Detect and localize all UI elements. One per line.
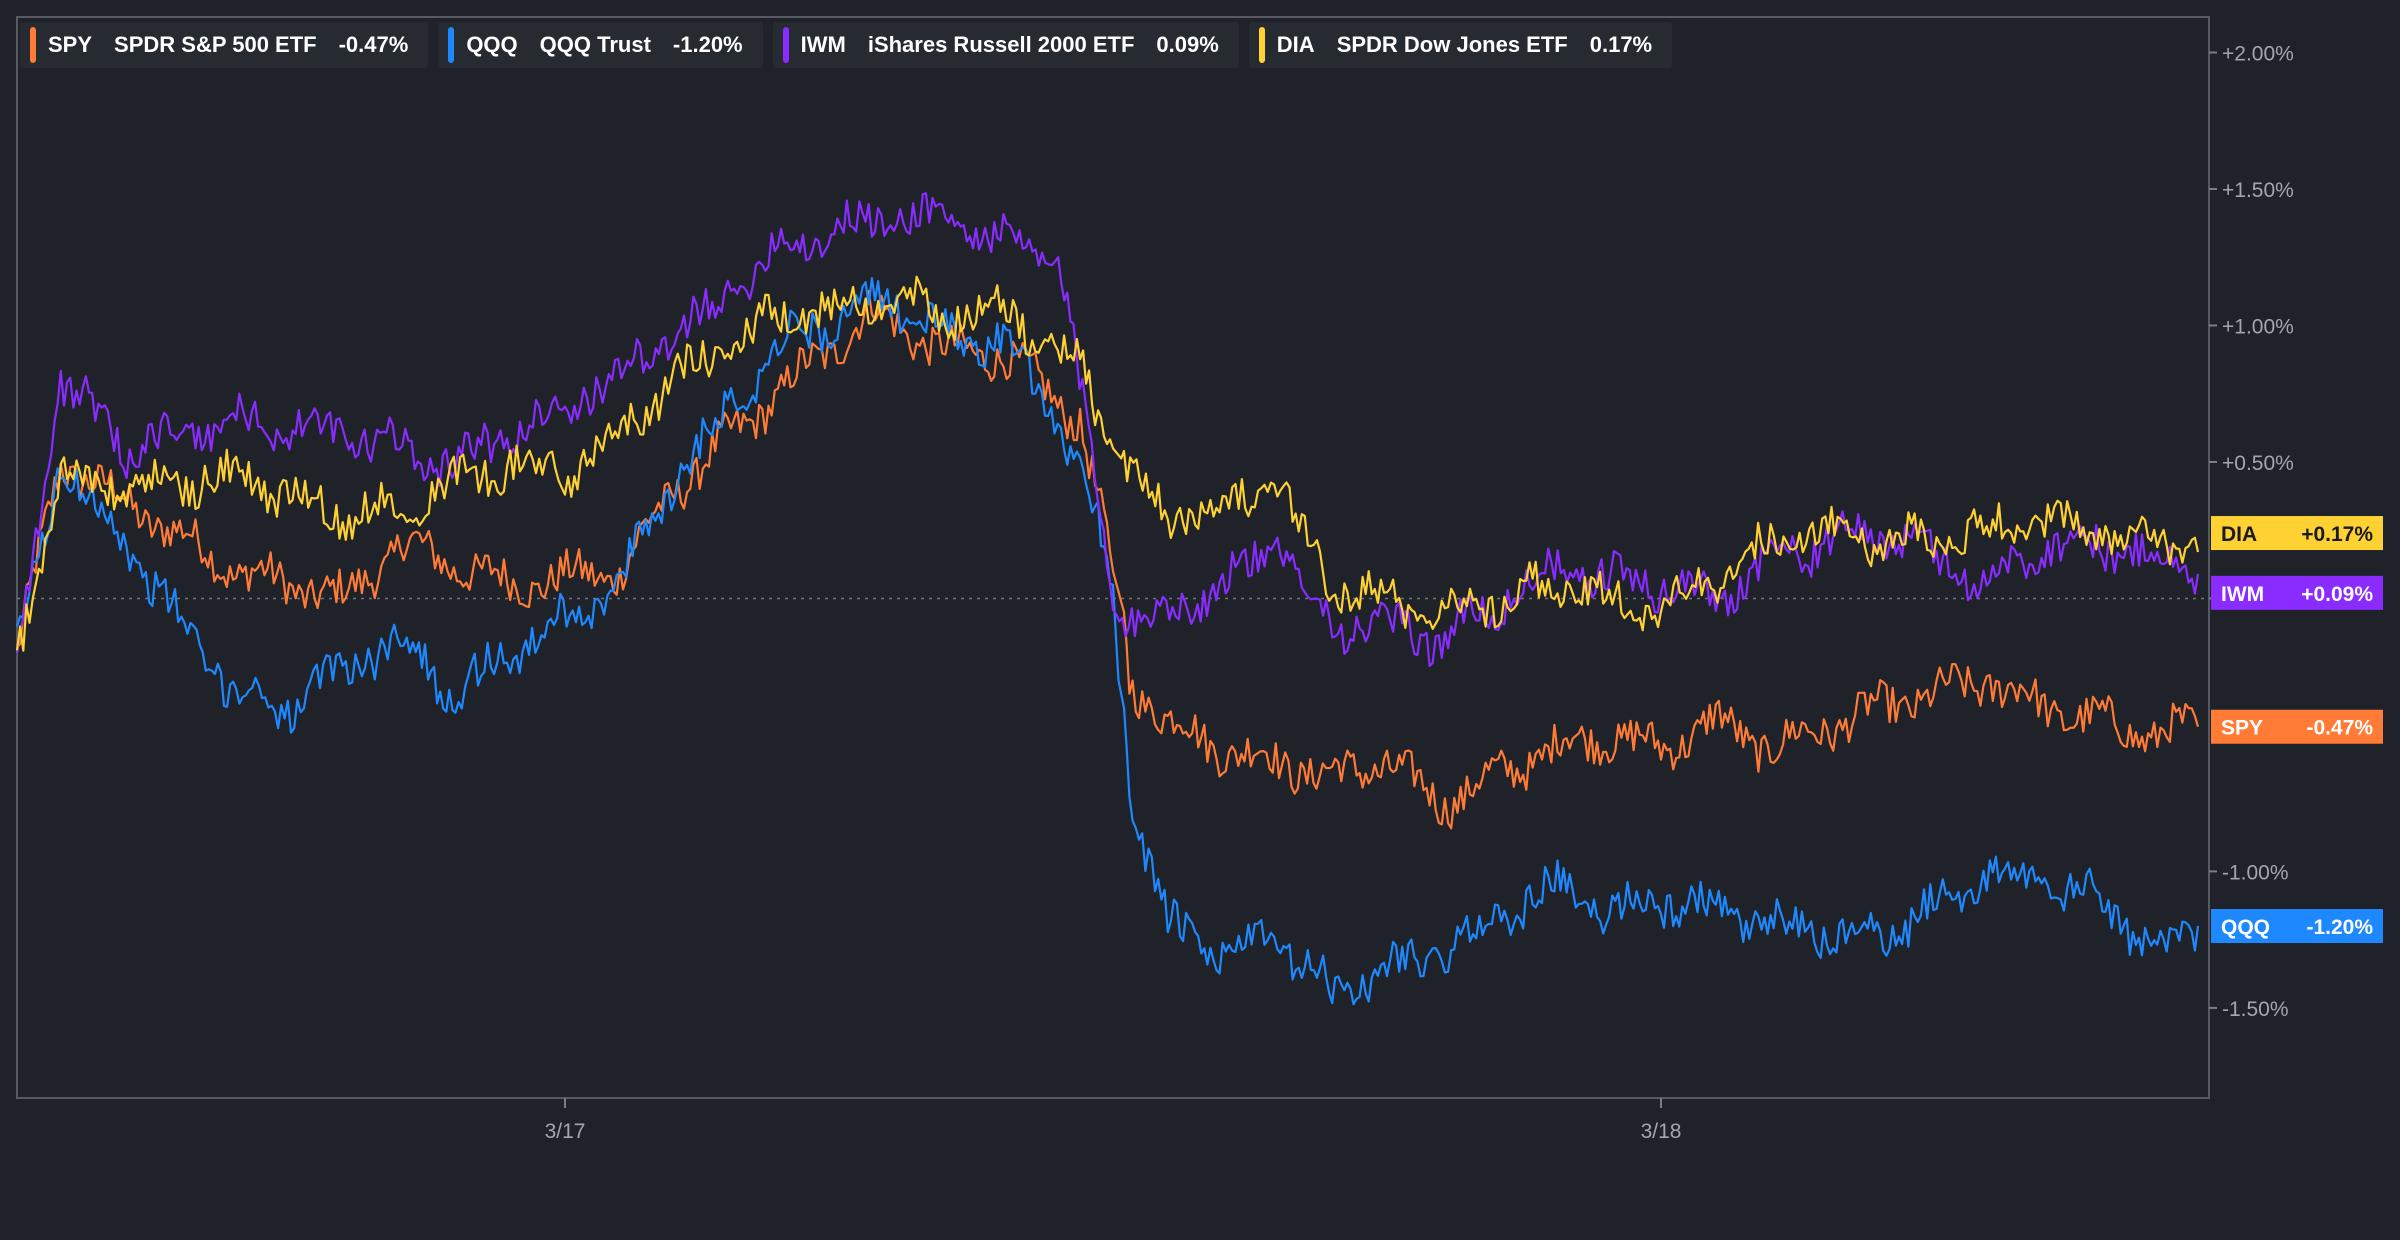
y-tick-label: -1.50% [2222, 998, 2289, 1021]
tag-value: +0.09% [2301, 583, 2373, 606]
tag-value: -0.47% [2306, 717, 2373, 740]
y-tick-label: +1.00% [2222, 315, 2294, 338]
legend-name: iShares Russell 2000 ETF [867, 32, 1135, 57]
legend-color-swatch [448, 27, 455, 63]
last-value-tag-iwm: IWM +0.09% [2211, 575, 2383, 610]
legend-change: 0.09% [1156, 32, 1219, 57]
legend-name: SPDR Dow Jones ETF [1336, 32, 1568, 57]
tag-symbol: SPY [2221, 717, 2263, 740]
legend-item-spy[interactable]: SPY SPDR S&P 500 ETF -0.47% [20, 22, 429, 68]
series-line-spy[interactable] [16, 289, 2200, 830]
legend-symbol: SPY [48, 32, 93, 57]
tag-background [2211, 575, 2383, 610]
legend-name: QQQ Trust [539, 32, 651, 57]
x-tick-label: 3/17 [545, 1120, 586, 1143]
tag-symbol: IWM [2221, 583, 2264, 606]
y-tick-label: +0.50% [2222, 452, 2294, 475]
last-value-tag-qqq: QQQ -1.20% [2211, 909, 2383, 944]
legend-item-iwm[interactable]: IWM iShares Russell 2000 ETF 0.09% [772, 22, 1239, 68]
series-lines [15, 192, 2200, 1006]
y-tick-label: -1.00% [2222, 861, 2289, 884]
legend-symbol: QQQ [466, 32, 518, 57]
legend: SPY SPDR S&P 500 ETF -0.47% QQQ QQQ Trus… [20, 22, 1673, 68]
tag-background [2211, 516, 2383, 551]
tag-symbol: DIA [2221, 523, 2257, 546]
x-axis: 3/17 3/18 [545, 1098, 1682, 1143]
legend-name: SPDR S&P 500 ETF [114, 32, 317, 57]
legend-change: 0.17% [1589, 32, 1653, 57]
legend-symbol: DIA [1276, 32, 1315, 57]
tag-value: -1.20% [2306, 916, 2373, 939]
x-tick-label: 3/18 [1641, 1120, 1682, 1143]
legend-change: -0.47% [338, 32, 409, 57]
series-line-dia[interactable] [15, 275, 2200, 652]
legend-change: -1.20% [672, 32, 743, 57]
series-line-iwm[interactable] [15, 192, 2200, 668]
y-tick-label: +2.00% [2222, 42, 2294, 65]
legend-item-dia[interactable]: DIA SPDR Dow Jones ETF 0.17% [1248, 22, 1673, 68]
tag-background [2211, 909, 2383, 944]
plot-frame [16, 16, 2210, 1099]
last-value-tags: SPY -0.47% QQQ -1.20% IWM +0.09% DIA +0.17% [2211, 516, 2383, 944]
legend-item-qqq[interactable]: QQQ QQQ Trust -1.20% [438, 22, 763, 68]
legend-symbol: IWM [800, 32, 846, 57]
legend-color-swatch [30, 27, 36, 63]
tag-symbol: QQQ [2221, 916, 2270, 939]
last-value-tag-spy: SPY -0.47% [2211, 709, 2383, 744]
tag-background [2211, 709, 2383, 744]
legend-color-swatch [1258, 27, 1265, 63]
legend-color-swatch [782, 27, 789, 63]
last-value-tag-dia: DIA +0.17% [2211, 516, 2383, 551]
tag-value: +0.17% [2301, 523, 2373, 546]
y-tick-label: +1.50% [2222, 179, 2294, 202]
series-line-qqq[interactable] [15, 277, 2200, 1006]
